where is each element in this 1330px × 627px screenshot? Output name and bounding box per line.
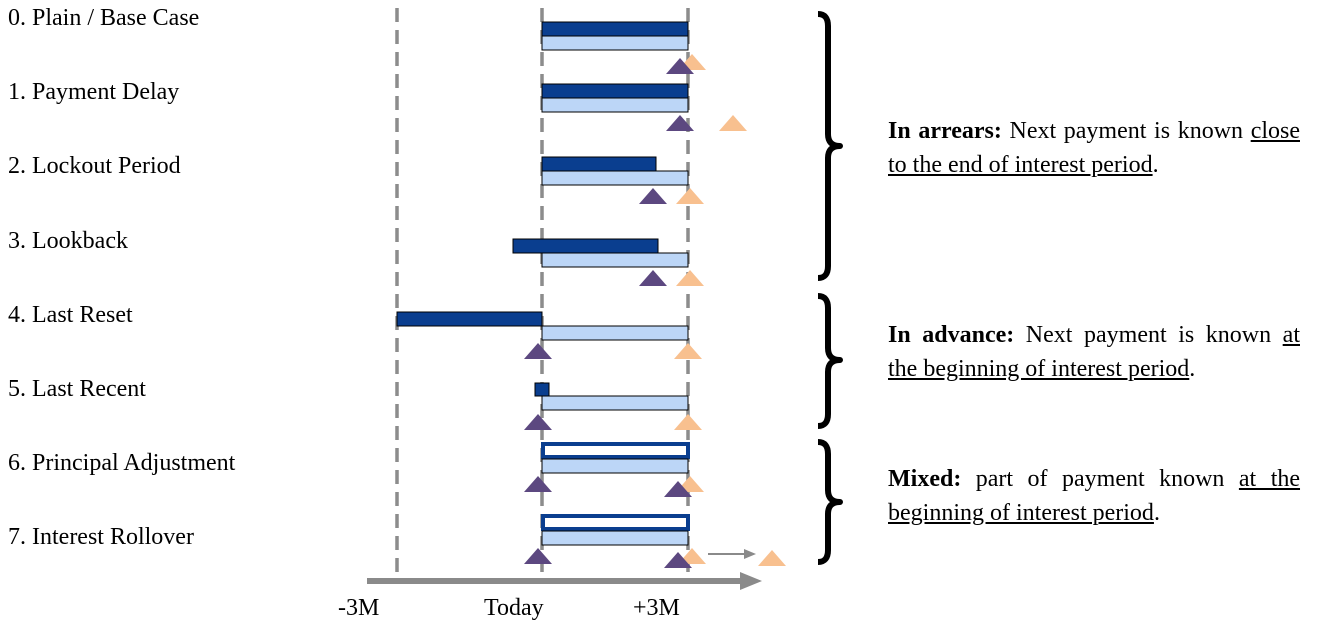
fixing-known-triangle-end xyxy=(664,481,692,497)
note-in-arrears-emphasis: close to the end of interest period xyxy=(888,118,1300,178)
case-1-bars xyxy=(541,83,747,131)
case-label-2: 2. Lockout Period xyxy=(8,153,181,179)
case-label-6: 6. Principal Adjustment xyxy=(8,450,236,476)
fixing-known-triangle-end xyxy=(664,552,692,568)
payment-triangle xyxy=(674,343,702,359)
case-6-bars xyxy=(524,442,704,497)
time-axis-arrowhead xyxy=(740,572,762,590)
rollover-arrowhead xyxy=(744,549,756,559)
note-in-arrears: In arrears: Next payment is known close … xyxy=(888,114,1300,182)
fixing-bar-outline xyxy=(541,442,690,459)
interest-period-bar xyxy=(541,458,689,474)
fixing-known-triangle xyxy=(524,414,552,430)
case-label-7: 7. Interest Rollover xyxy=(8,524,194,550)
note-mixed-emphasis: at the beginning of interest period xyxy=(888,466,1301,526)
interest-period-bar xyxy=(541,170,689,186)
fixing-bar xyxy=(534,382,550,397)
fixing-bar xyxy=(541,21,689,37)
fixing-bar xyxy=(512,238,659,254)
note-in-advance: In advance: Next payment is known at the… xyxy=(888,318,1300,386)
fixing-known-triangle xyxy=(639,188,667,204)
fixing-known-triangle xyxy=(524,343,552,359)
interest-period-bar xyxy=(541,530,689,546)
note-in-advance-title: In advance: xyxy=(888,322,1015,348)
note-mixed-tail: . xyxy=(1153,500,1160,526)
case-4-bars xyxy=(396,311,702,359)
tick-label-minus-3m: -3M xyxy=(338,595,380,621)
case-5-bars xyxy=(524,382,702,430)
note-mixed: Mixed: part of payment known at the begi… xyxy=(888,462,1300,530)
interest-period-bar xyxy=(541,325,689,341)
case-label-0: 0. Plain / Base Case xyxy=(8,5,200,31)
fixing-bar xyxy=(541,156,657,172)
fixing-known-triangle xyxy=(639,270,667,286)
brace-mixed xyxy=(817,439,843,565)
fixing-bar xyxy=(396,311,543,327)
fixing-known-triangle xyxy=(524,548,552,564)
fixing-bar-outline xyxy=(541,514,690,531)
case-3-bars xyxy=(512,238,704,286)
tick-label-today: Today xyxy=(484,595,544,621)
tick-label-plus-3m: +3M xyxy=(633,595,680,621)
note-in-arrears-tail: . xyxy=(1152,152,1159,178)
case-label-1: 1. Payment Delay xyxy=(8,79,180,105)
note-mixed-title: Mixed: xyxy=(888,466,962,492)
interest-period-bar xyxy=(541,97,689,113)
note-in-arrears-text: Next payment is known xyxy=(1001,118,1251,144)
note-in-advance-text: Next payment is known xyxy=(1014,322,1283,348)
case-label-5: 5. Last Recent xyxy=(8,376,146,402)
note-in-advance-emphasis: at the beginning of interest period xyxy=(888,322,1300,382)
payment-triangle xyxy=(674,414,702,430)
fixing-known-triangle xyxy=(666,58,694,74)
note-mixed-text: part of payment known xyxy=(961,466,1239,492)
case-7-bars xyxy=(524,514,786,568)
case-0-bars xyxy=(541,21,706,74)
interest-period-bar xyxy=(541,35,689,51)
fixing-bar xyxy=(541,83,689,99)
case-label-3: 3. Lookback xyxy=(8,228,128,254)
payment-triangle xyxy=(719,115,747,131)
interest-period-bar xyxy=(541,395,689,411)
payment-triangle xyxy=(676,270,704,286)
note-in-advance-tail: . xyxy=(1189,356,1196,382)
note-in-arrears-title: In arrears: xyxy=(888,118,1002,144)
case-2-bars xyxy=(541,156,704,204)
brace-in-arrears xyxy=(817,11,843,281)
payment-triangle xyxy=(676,188,704,204)
rolled-payment-triangle xyxy=(758,550,786,566)
fixing-known-triangle xyxy=(524,476,552,492)
brace-in-advance xyxy=(817,293,843,429)
interest-period-bar xyxy=(541,252,689,268)
case-label-4: 4. Last Reset xyxy=(8,302,133,328)
fixing-known-triangle xyxy=(666,115,694,131)
